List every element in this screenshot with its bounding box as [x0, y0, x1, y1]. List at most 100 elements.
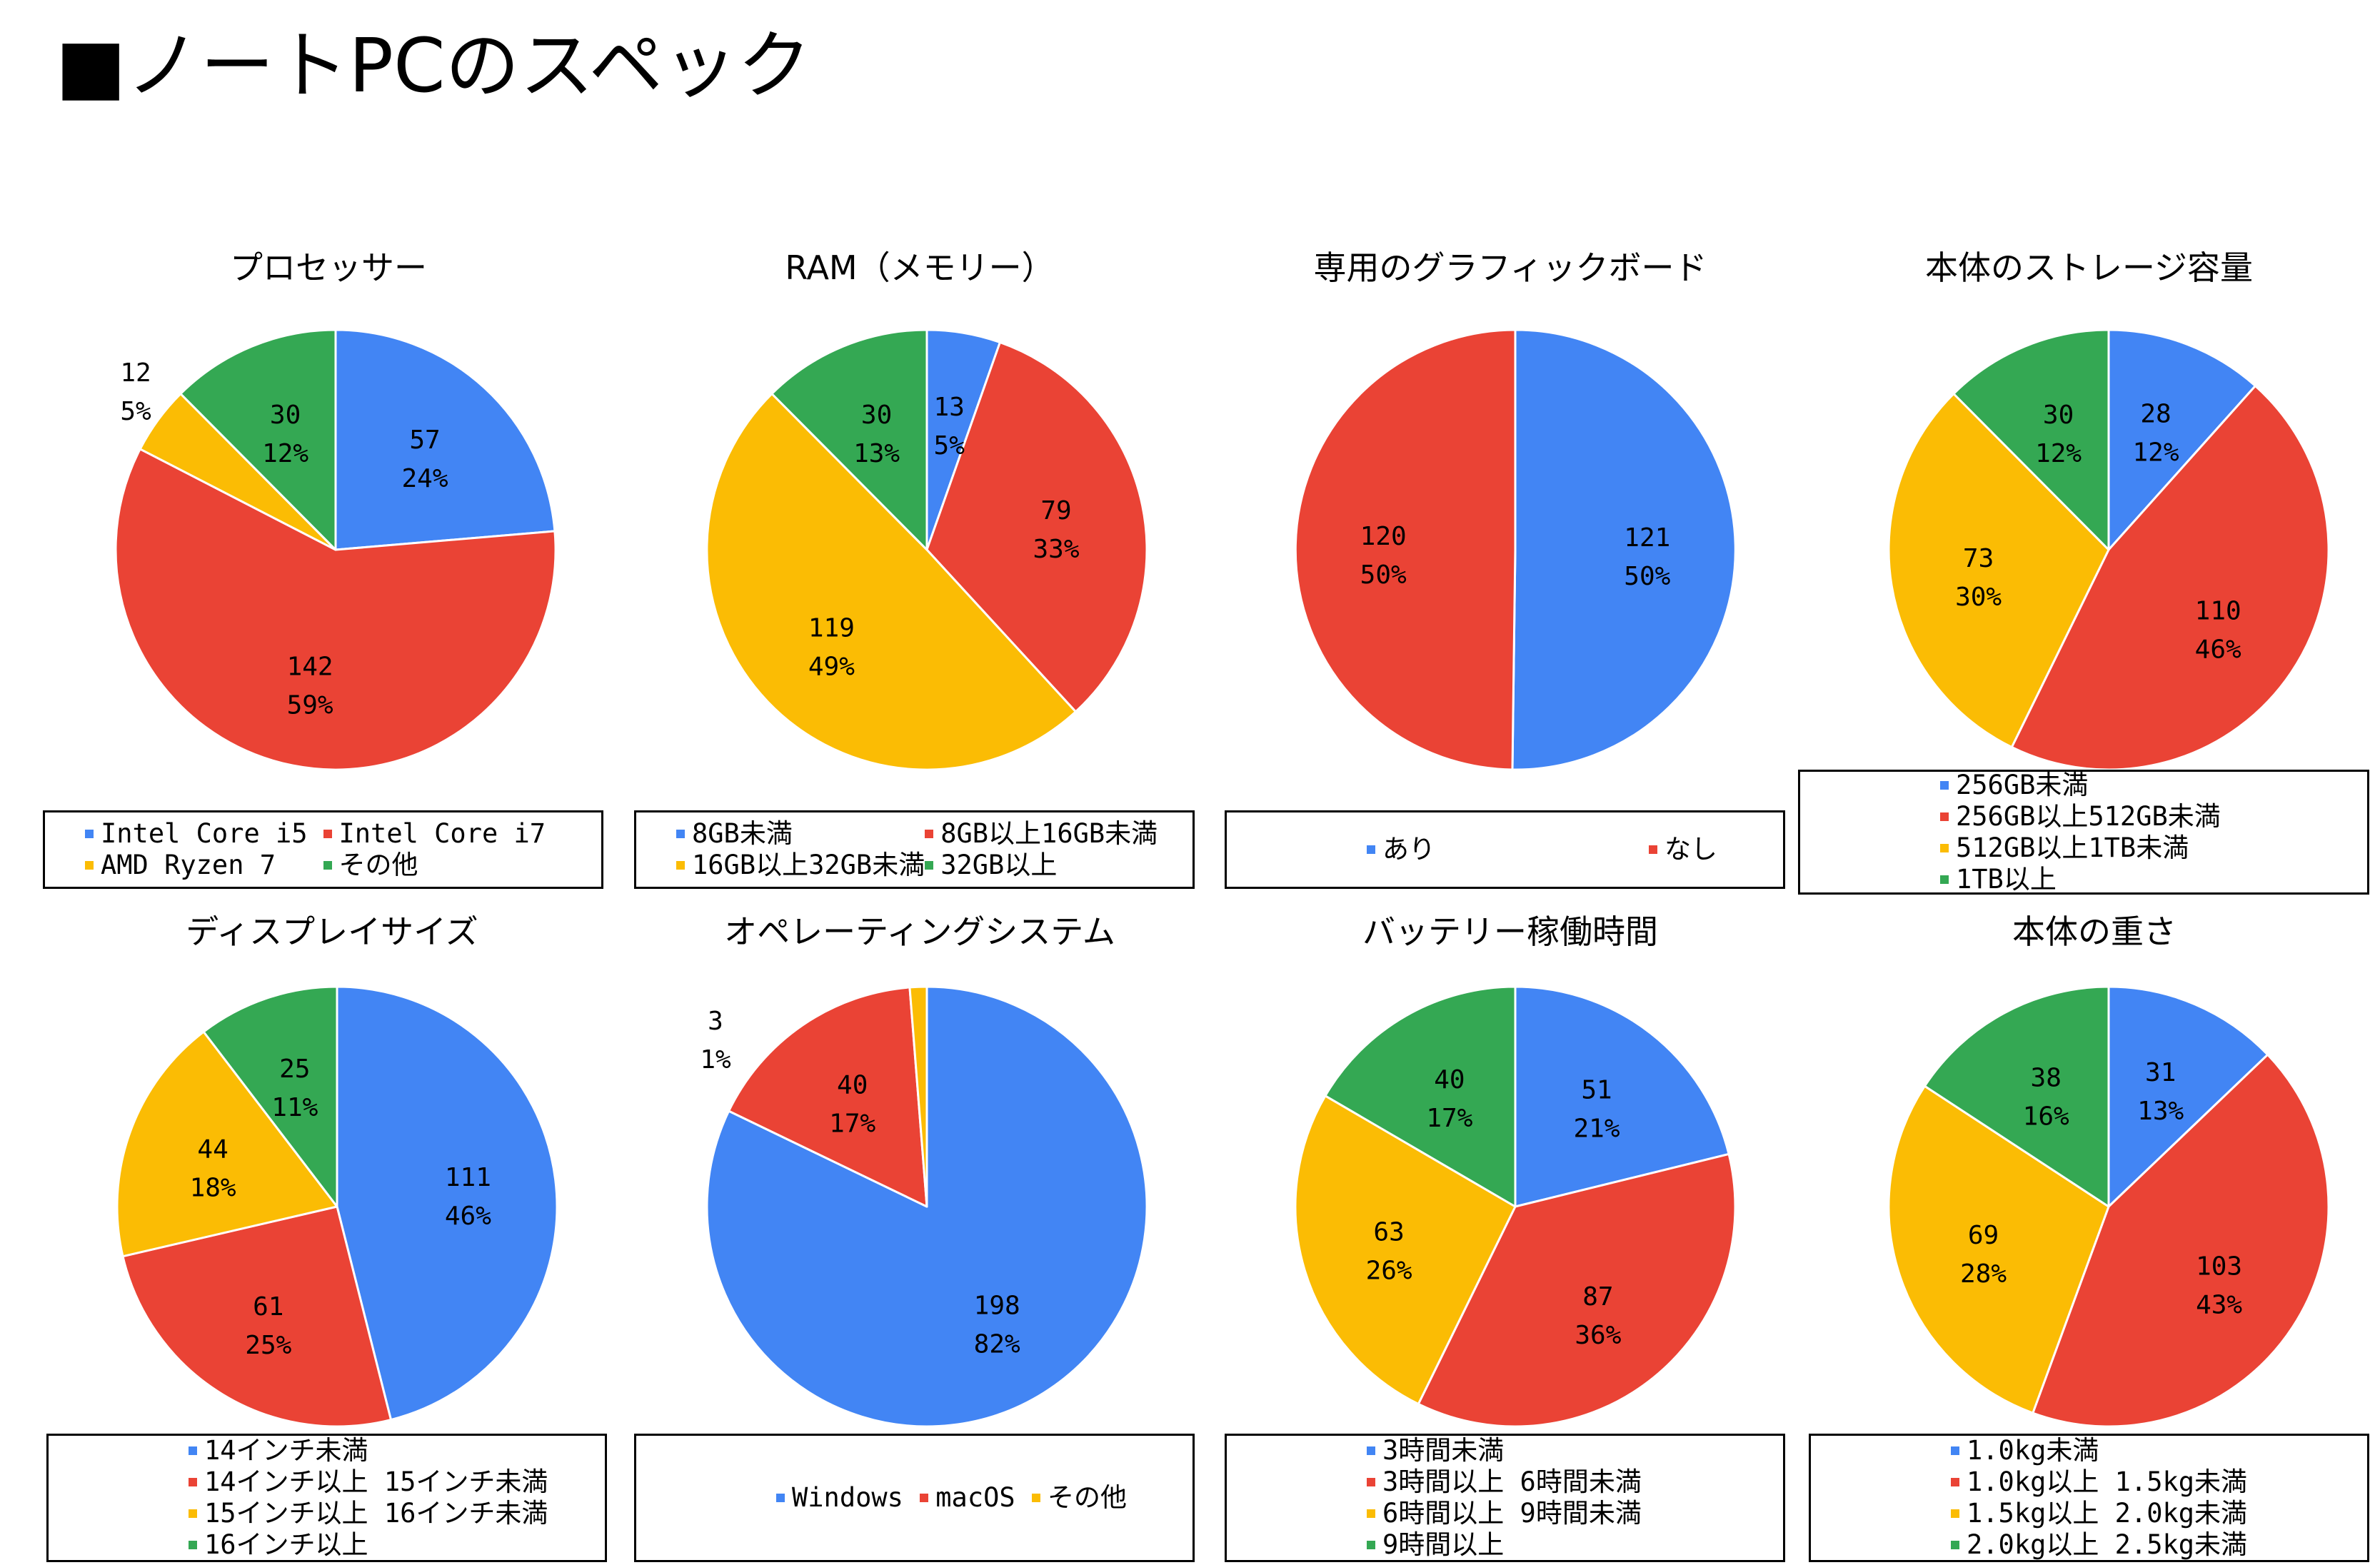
legend-label: AMD Ryzen 7 — [101, 850, 276, 880]
legend-swatch — [925, 830, 934, 838]
ram-pie: 13 5% 79 33% 119 49% 30 13% — [706, 328, 1148, 771]
chart-title: オペレーティングシステム — [724, 912, 1115, 951]
pie-slice-15-16 — [116, 1030, 338, 1258]
graphics-board-chart: 専用のグラフィックボード 121 50% 120 50% あり なし — [1225, 243, 1796, 892]
ram-chart: RAM（メモリー） 13 5% 79 33% 119 49% 30 13% 8GB未満 8GB以… — [634, 243, 1205, 892]
slice-value-label: 110 — [2195, 596, 2241, 625]
pie-slice-2-0kg-2-5kg — [1923, 985, 2110, 1208]
legend-swatch — [1367, 845, 1375, 854]
legend-item: 2.0kg以上 2.5kg未満 — [1951, 1529, 2367, 1561]
legend-label: 256GB未満 — [1956, 769, 2089, 800]
legend-label: Intel Core i5 — [101, 818, 308, 849]
slice-value-label: 13 — [934, 393, 965, 422]
legend-item: 256GB未満 — [1940, 770, 2367, 801]
legend-item: Intel Core i7 — [323, 818, 562, 850]
legend-swatch — [85, 830, 94, 838]
legend-item: なし — [1649, 834, 1717, 865]
chart-title: プロセッサー — [230, 248, 427, 287]
chart-legend: あり なし — [1225, 810, 1785, 889]
legend-swatch — [676, 861, 685, 870]
legend-swatch — [1367, 1446, 1375, 1455]
chart-legend: 1.0kg未満 1.0kg以上 1.5kg未満 1.5kg以上 2.0kg未満 2.0… — [1809, 1434, 2369, 1562]
legend-label: 16インチ以上 — [204, 1529, 368, 1560]
slice-percent-label: 50% — [1624, 562, 1670, 591]
slice-value-label: 121 — [1624, 523, 1670, 553]
display-size-chart: ディスプレイサイズ 111 46% 61 25% 44 18% 25 11% 14インチ未満 1… — [46, 907, 618, 1565]
chart-legend: 8GB未満 8GB以上16GB未満 16GB以上32GB未満 32GB以上 — [634, 810, 1195, 889]
legend-label: 2.0kg以上 2.5kg未満 — [1967, 1529, 2248, 1560]
slice-value-label: 38 — [2031, 1063, 2062, 1092]
slice-value-label: 25 — [279, 1055, 310, 1084]
chart-title: バッテリー稼働時間 — [1362, 912, 1658, 951]
legend-item: macOS — [920, 1482, 1015, 1514]
slice-value-label: 111 — [445, 1163, 491, 1192]
slice-value-label: 69 — [1968, 1221, 1999, 1250]
chart-title: RAM（メモリー） — [785, 248, 1055, 287]
slice-value-label: 57 — [409, 426, 440, 455]
pie-slice-3-6 — [1417, 1152, 1737, 1428]
slice-value-label: 51 — [1581, 1076, 1612, 1105]
legend-label: 1TB以上 — [1956, 863, 2057, 895]
legend-item: 8GB未満 — [676, 818, 925, 850]
slice-percent-label: 82% — [974, 1330, 1020, 1359]
legend-swatch — [1951, 1478, 1959, 1486]
slice-percent-label: 12% — [2132, 438, 2179, 467]
legend-label: 14インチ未満 — [204, 1435, 368, 1466]
legend-swatch — [189, 1541, 197, 1549]
legend-item: 14インチ以上 15インチ未満 — [189, 1466, 605, 1498]
legend-swatch — [1367, 1478, 1375, 1486]
slice-percent-label: 43% — [2196, 1290, 2242, 1319]
legend-item: 3時間未満 — [1367, 1435, 1783, 1466]
storage-chart: 本体のストレージ容量 28 12% 110 46% 73 30% 30 12% 256GB未満… — [1798, 243, 2380, 895]
legend-label: 512GB以上1TB未満 — [1956, 832, 2189, 863]
battery-life-chart: バッテリー稼働時間 51 21% 87 36% 63 26% 40 17% 3時間未満 3時間以… — [1225, 907, 1796, 1565]
legend-label: Intel Core i7 — [338, 818, 546, 849]
legend-label: 1.0kg未満 — [1967, 1435, 2099, 1466]
legend-label: 1.5kg以上 2.0kg未満 — [1967, 1498, 2248, 1529]
slice-percent-label: 59% — [287, 690, 333, 720]
processor-pie: 57 24% 142 59% 12 5% 30 12% — [114, 328, 557, 771]
slice-value-label: 30 — [2043, 401, 2074, 430]
slice-value-label: 40 — [837, 1070, 868, 1099]
operating-system-pie: 198 82% 40 17% 3 1% — [700, 985, 1148, 1428]
weight-chart: 本体の重さ 31 13% 103 43% 69 28% 38 16% 1.0kg未満 1.0kg… — [1809, 907, 2380, 1565]
slice-percent-label: 12% — [262, 439, 308, 468]
legend-swatch — [189, 1478, 197, 1486]
legend-item: 1.0kg未満 — [1951, 1435, 2367, 1466]
slice-percent-label: 17% — [829, 1109, 875, 1138]
slice-percent-label: 17% — [1426, 1104, 1472, 1133]
legend-item: 512GB以上1TB未満 — [1940, 832, 2367, 864]
slice-value-label: 142 — [287, 652, 333, 681]
chart-legend: 256GB未満 256GB以上512GB未満 512GB以上1TB未満 1TB以上 — [1798, 770, 2369, 895]
legend-swatch — [1940, 780, 1949, 790]
slice-value-label: 44 — [197, 1134, 228, 1164]
display-size-pie: 111 46% 61 25% 44 18% 25 11% — [116, 985, 558, 1428]
legend-swatch — [189, 1509, 197, 1518]
legend-label: あり — [1382, 834, 1435, 865]
slice-value-label: 119 — [808, 614, 855, 643]
slice-percent-label: 21% — [1573, 1114, 1620, 1144]
slice-percent-label: 18% — [190, 1173, 236, 1202]
legend-label: 8GB以上16GB未満 — [940, 818, 1158, 849]
slice-value-label: 12 — [120, 358, 151, 388]
pie-slice-intel-core-i5 — [334, 328, 556, 551]
legend-swatch — [920, 1494, 929, 1502]
pie-slice-14 — [336, 985, 558, 1421]
legend-item: 9時間以上 — [1367, 1529, 1783, 1561]
legend-item: Intel Core i5 — [85, 818, 323, 850]
legend-item: 1.5kg以上 2.0kg未満 — [1951, 1498, 2367, 1529]
slice-value-label: 63 — [1373, 1217, 1404, 1247]
legend-label: 9時間以上 — [1382, 1529, 1505, 1560]
legend-label: 256GB以上512GB未満 — [1956, 800, 2221, 832]
slice-value-label: 28 — [2140, 399, 2171, 428]
legend-item: 16GB以上32GB未満 — [676, 850, 925, 881]
legend-label: 14インチ以上 15インチ未満 — [204, 1466, 548, 1497]
slice-value-label: 198 — [974, 1292, 1020, 1321]
slice-percent-label: 46% — [445, 1202, 491, 1231]
slice-percent-label: 26% — [1366, 1256, 1412, 1285]
pie-slice-16 — [202, 985, 338, 1208]
slice-value-label: 73 — [1963, 544, 1994, 573]
chart-legend: 14インチ未満 14インチ以上 15インチ未満 15インチ以上 16インチ未満 16イ… — [46, 1434, 607, 1562]
legend-label: 8GB未満 — [692, 818, 793, 849]
